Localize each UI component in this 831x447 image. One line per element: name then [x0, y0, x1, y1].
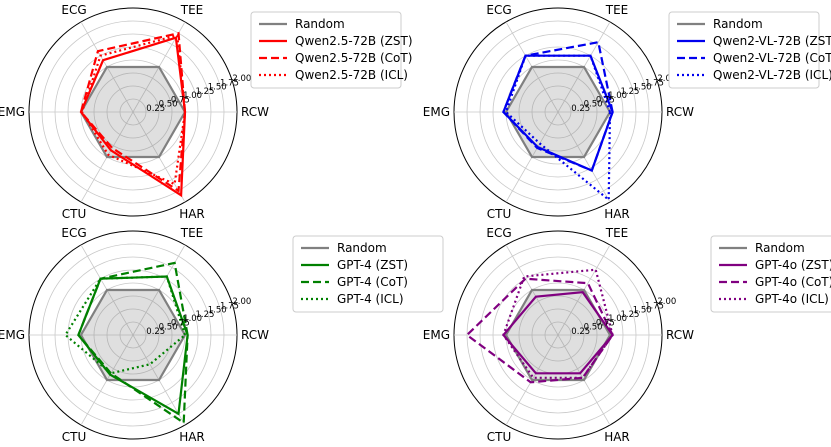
axis-label-ecg: ECG	[486, 226, 511, 240]
radial-tick-label: 1.75	[220, 301, 239, 311]
legend-entry-label: Qwen2-VL-72B (ICL)	[713, 68, 831, 82]
legend-entry-label: Random	[337, 241, 387, 255]
radial-tick-label: 1.25	[620, 310, 639, 320]
axis-label-rcw: RCW	[241, 105, 269, 119]
radial-tick-label: 1.00	[608, 314, 627, 324]
radial-tick-label: 0.75	[596, 95, 615, 105]
legend: Random GPT-4o (ZST) GPT-4o (CoT) GPT-4o (IC…	[710, 235, 831, 313]
legend-entry-label: GPT-4 (ZST)	[337, 258, 408, 272]
axis-label-rcw: RCW	[666, 328, 694, 342]
series-polygon-dashed	[502, 40, 614, 172]
legend-entry-label: GPT-4o (ZST)	[755, 258, 831, 272]
radial-tick-label: 1.00	[608, 91, 627, 101]
axis-label-ctu: CTU	[487, 430, 512, 444]
series-polygon-dotted	[502, 268, 614, 379]
radial-tick-label: 1.50	[633, 306, 652, 316]
radar-panel-4: 0.250.500.751.001.251.501.752.00 RCW TEE EC…	[423, 226, 831, 444]
series-polygon-random	[504, 288, 612, 382]
radar-panel-3: 0.250.500.751.001.251.501.752.00 RCW TEE EC…	[0, 226, 444, 444]
axis-label-ctu: CTU	[62, 207, 87, 221]
axis-label-tee: TEE	[180, 3, 204, 17]
radial-tick-label: 1.25	[195, 87, 214, 97]
legend-entry-label: Random	[295, 17, 345, 31]
axis-label-rcw: RCW	[666, 105, 694, 119]
axis-label-har: HAR	[604, 207, 630, 221]
legend-entry-label: Random	[713, 17, 763, 31]
axis-label-emg: EMG	[423, 328, 450, 342]
legend-entry-label: Random	[755, 241, 805, 255]
axis-label-emg: EMG	[423, 105, 450, 119]
radial-tick-label: 0.50	[159, 100, 178, 110]
series-polygon-random	[79, 288, 187, 382]
series-polygon-dotted	[63, 275, 187, 375]
legend-entry-label: GPT-4o (CoT)	[755, 275, 831, 289]
axis-label-ctu: CTU	[62, 430, 87, 444]
axis-label-tee: TEE	[605, 3, 629, 17]
legend-entry-label: Qwen2-VL-72B (ZST)	[713, 34, 831, 48]
legend: Random Qwen2.5-72B (ZST) Qwen2.5-72B (CoT)…	[250, 11, 413, 89]
radial-tick-label: 1.50	[208, 306, 227, 316]
legend-entry-label: Qwen2.5-72B (ZST)	[295, 34, 413, 48]
legend-frame	[668, 11, 820, 89]
radial-tick-label: 0.50	[584, 323, 603, 333]
radial-tick-label: 0.25	[571, 104, 590, 114]
legend-entry-label: GPT-4 (CoT)	[337, 275, 408, 289]
radial-tick-label: 1.75	[645, 78, 664, 88]
legend-frame	[292, 235, 444, 313]
radial-tick-label: 2.00	[232, 297, 251, 307]
radial-tick-label: 1.25	[195, 310, 214, 320]
series-polygon-random	[79, 65, 187, 159]
radial-tick-label: 0.25	[571, 327, 590, 337]
axis-label-har: HAR	[179, 430, 205, 444]
series-polygon-dashed	[77, 261, 189, 425]
radial-tick-label: 0.50	[159, 323, 178, 333]
axis-label-har: HAR	[604, 430, 630, 444]
axis-label-ecg: ECG	[61, 226, 86, 240]
radial-tick-label: 0.25	[146, 327, 165, 337]
axis-label-ecg: ECG	[61, 3, 86, 17]
legend-entry-label: GPT-4o (ICL)	[755, 292, 829, 306]
radial-tick-label: 0.75	[596, 318, 615, 328]
axis-label-emg: EMG	[0, 105, 25, 119]
radar-panel-2: 0.250.500.751.001.251.501.752.00 RCW TEE EC…	[423, 3, 831, 221]
radial-tick-label: 1.75	[645, 301, 664, 311]
radial-tick-label: 1.00	[183, 314, 202, 324]
radial-tick-label: 0.25	[146, 104, 165, 114]
series-polygon-random	[504, 65, 612, 159]
legend-frame	[250, 11, 402, 89]
radial-tick-label: 0.50	[584, 100, 603, 110]
axis-label-tee: TEE	[180, 226, 204, 240]
radial-tick-label: 2.00	[232, 74, 251, 84]
radial-tick-label: 0.75	[171, 318, 190, 328]
axis-label-har: HAR	[179, 207, 205, 221]
axis-label-emg: EMG	[0, 328, 25, 342]
legend: Random Qwen2-VL-72B (ZST) Qwen2-VL-72B (Co…	[668, 11, 831, 89]
radar-panel-1: 0.250.500.751.001.251.501.752.00 RCW TEE EC…	[0, 3, 413, 221]
radial-tick-label: 1.00	[183, 91, 202, 101]
legend-entry-label: Qwen2-VL-72B (CoT)	[713, 51, 831, 65]
radial-tick-label: 2.00	[657, 297, 676, 307]
legend: Random GPT-4 (ZST) GPT-4 (CoT) GPT-4 (ICL)	[292, 235, 444, 313]
legend-entry-label: Qwen2.5-72B (CoT)	[295, 51, 412, 65]
radial-tick-label: 2.00	[657, 74, 676, 84]
radial-tick-label: 1.25	[620, 87, 639, 97]
axis-label-rcw: RCW	[241, 328, 269, 342]
legend-frame	[710, 235, 831, 313]
radial-tick-label: 1.50	[633, 83, 652, 93]
radial-tick-label: 0.75	[171, 95, 190, 105]
radial-tick-label: 1.50	[208, 83, 227, 93]
axis-label-ctu: CTU	[487, 207, 512, 221]
radial-tick-label: 1.75	[220, 78, 239, 88]
axis-label-tee: TEE	[605, 226, 629, 240]
legend-entry-label: GPT-4 (ICL)	[337, 292, 404, 306]
series-polygon-dotted	[80, 34, 187, 186]
legend-entry-label: Qwen2.5-72B (ICL)	[295, 68, 408, 82]
series-polygon-dashed	[79, 31, 187, 193]
axis-label-ecg: ECG	[486, 3, 511, 17]
